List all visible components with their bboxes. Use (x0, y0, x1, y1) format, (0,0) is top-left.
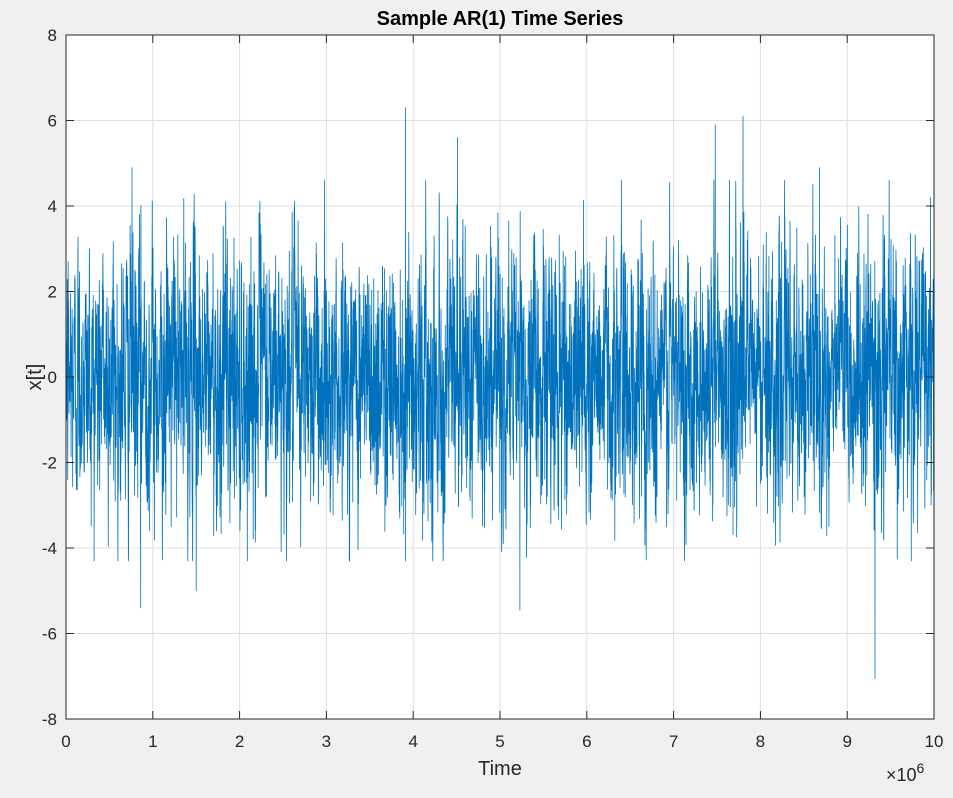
x-tick-label: 3 (322, 732, 331, 751)
x-tick-label: 2 (235, 732, 244, 751)
series-layer (65, 107, 935, 679)
x-tick-label: 5 (495, 732, 504, 751)
x-tick-label: 0 (61, 732, 70, 751)
y-axis-label: x[t] (24, 364, 46, 391)
x-tick-label: 6 (582, 732, 591, 751)
y-tick-label: -4 (42, 539, 57, 558)
y-tick-label: -2 (42, 454, 57, 473)
y-tick-label: 2 (48, 283, 57, 302)
series-line (65, 107, 935, 679)
y-tick-label: 8 (48, 26, 57, 45)
y-tick-label: 4 (48, 197, 57, 216)
x-tick-label: 9 (842, 732, 851, 751)
x-axis-multiplier: ×106 (886, 760, 925, 785)
x-tick-label: 8 (756, 732, 765, 751)
x-tick-label: 1 (148, 732, 157, 751)
y-tick-label: 6 (48, 112, 57, 131)
y-tick-label: -6 (42, 625, 57, 644)
chart-title: Sample AR(1) Time Series (377, 8, 624, 30)
x-tick-label: 10 (925, 732, 944, 751)
x-axis-label: Time (478, 758, 522, 780)
y-tick-label: 0 (48, 368, 57, 387)
x-tick-label: 7 (669, 732, 678, 751)
ticks: 0 1 2 3 4 5 6 7 8 9 10 8 6 4 2 0 -2 -4 -6 -8 (42, 26, 944, 751)
y-tick-label: -8 (42, 710, 57, 729)
x-tick-label: 4 (408, 732, 417, 751)
